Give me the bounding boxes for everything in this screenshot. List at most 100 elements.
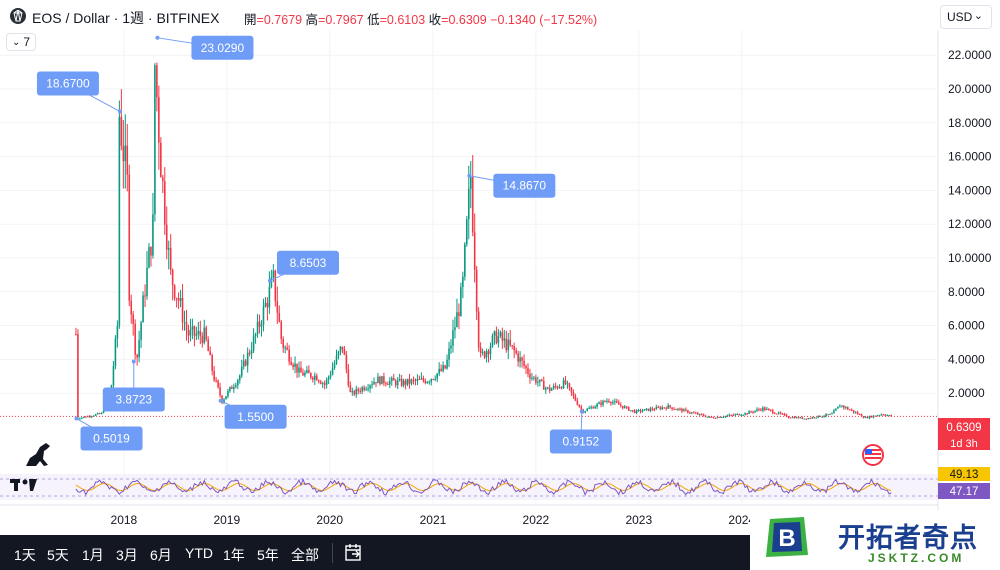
candle-body <box>377 376 379 384</box>
candle-body <box>183 322 186 324</box>
candle-body <box>440 368 442 371</box>
annotation-point <box>131 359 136 364</box>
candle-body <box>542 380 545 390</box>
candle-body <box>448 348 450 360</box>
candle-body <box>663 407 665 409</box>
candle-body <box>181 298 184 323</box>
candle-body <box>276 301 279 313</box>
candle-body <box>625 406 628 408</box>
candle-body <box>339 346 342 352</box>
candle-body <box>799 417 802 419</box>
range-3m-button[interactable]: 3月 <box>116 547 138 563</box>
candle-body <box>766 408 768 410</box>
x-tick-label: 2020 <box>316 513 343 527</box>
candle-body <box>592 407 594 409</box>
candle-body <box>114 338 117 367</box>
candle-body <box>187 330 190 336</box>
candle-body <box>292 364 294 367</box>
candle-body <box>829 413 831 415</box>
candle-body <box>467 188 470 220</box>
rsi-line <box>75 477 892 496</box>
candle-body <box>244 360 247 366</box>
candle-body <box>124 145 127 162</box>
candle-body <box>649 408 652 411</box>
candle-body <box>868 416 871 419</box>
annotation-label-box[interactable] <box>191 35 254 60</box>
candle-body <box>764 407 766 410</box>
us-flag-icon[interactable] <box>862 444 884 466</box>
currency-select[interactable]: USD ⌄ <box>940 5 992 29</box>
eos-logo-icon <box>10 8 26 24</box>
range-1m-button[interactable]: 1月 <box>82 547 104 563</box>
annotation-label-box[interactable] <box>102 387 165 412</box>
candle-body <box>136 354 138 358</box>
toolbar-divider <box>332 543 333 563</box>
candle-body <box>371 384 373 386</box>
candle-body <box>515 350 517 354</box>
candle-body <box>839 406 841 408</box>
candle-body <box>845 407 847 409</box>
site-watermark: B 开拓者奇点 JSKTZ.COM <box>750 510 1000 570</box>
range-ytd-button[interactable]: YTD <box>185 545 213 561</box>
candle-body <box>274 270 277 302</box>
range-all-button[interactable]: 全部 <box>291 547 319 563</box>
annotation-label-box[interactable] <box>224 404 287 429</box>
candle-body <box>408 378 411 384</box>
candle-body <box>100 412 103 414</box>
annotation-label-box[interactable] <box>549 429 612 454</box>
annotation-label-box[interactable] <box>80 426 143 451</box>
candle-body <box>422 378 425 381</box>
range-6m-button[interactable]: 6月 <box>150 547 172 563</box>
candle-body <box>619 404 622 406</box>
dinosaur-icon[interactable] <box>26 443 50 466</box>
candle-body <box>687 410 689 413</box>
price-chart[interactable]: 2.0000 4.0000 6.0000 8.0000 10.0000 12.0000 14… <box>0 0 1000 535</box>
candle-body <box>207 339 210 352</box>
indicators-toggle-button[interactable]: ⌄ 7 <box>6 33 36 51</box>
candle-body <box>503 338 506 341</box>
candle-body <box>278 312 281 322</box>
candle-body <box>736 413 739 415</box>
candle-body <box>811 417 814 419</box>
annotation-label-text: 18.6700 <box>46 76 90 90</box>
range-1d-button[interactable]: 1天 <box>14 547 36 563</box>
date-range-icon[interactable] <box>344 543 364 568</box>
annotation-point <box>267 278 272 283</box>
candle-body <box>874 415 877 417</box>
annotation-label-box[interactable] <box>493 173 556 198</box>
candle-body <box>505 338 508 351</box>
candle-body <box>860 414 863 417</box>
candle-body <box>475 269 478 312</box>
candle-body <box>238 375 241 381</box>
candle-body <box>888 415 891 417</box>
candle-body <box>795 417 798 419</box>
candle-body <box>215 380 217 382</box>
annotation-label-box[interactable] <box>276 250 339 275</box>
candle-body <box>819 415 821 417</box>
range-5y-button[interactable]: 5年 <box>257 547 279 563</box>
candle-body <box>308 370 310 374</box>
candle-body <box>789 417 792 419</box>
candle-body <box>458 312 460 316</box>
x-tick-label: 2021 <box>420 513 447 527</box>
candle-body <box>769 409 772 411</box>
symbol-title[interactable]: EOS / Dollar · 1週 · BITFINEX <box>32 10 220 26</box>
candle-body <box>584 411 587 413</box>
range-5d-button[interactable]: 5天 <box>47 547 69 563</box>
candle-body <box>730 414 733 416</box>
candle-body <box>347 369 350 386</box>
candle-body <box>341 346 344 350</box>
range-1y-button[interactable]: 1年 <box>223 547 245 563</box>
candle-body <box>738 413 741 416</box>
y-tick-label: 6.0000 <box>948 319 985 333</box>
candle-body <box>614 401 616 403</box>
candle-body <box>878 415 881 417</box>
candle-body <box>835 408 837 411</box>
candle-body <box>144 295 146 297</box>
candle-body <box>882 414 885 416</box>
candle-body <box>464 244 466 277</box>
candle-body <box>805 418 808 420</box>
annotation-label-box[interactable] <box>36 71 99 96</box>
candle-body <box>75 334 77 336</box>
candle-body <box>501 332 504 341</box>
